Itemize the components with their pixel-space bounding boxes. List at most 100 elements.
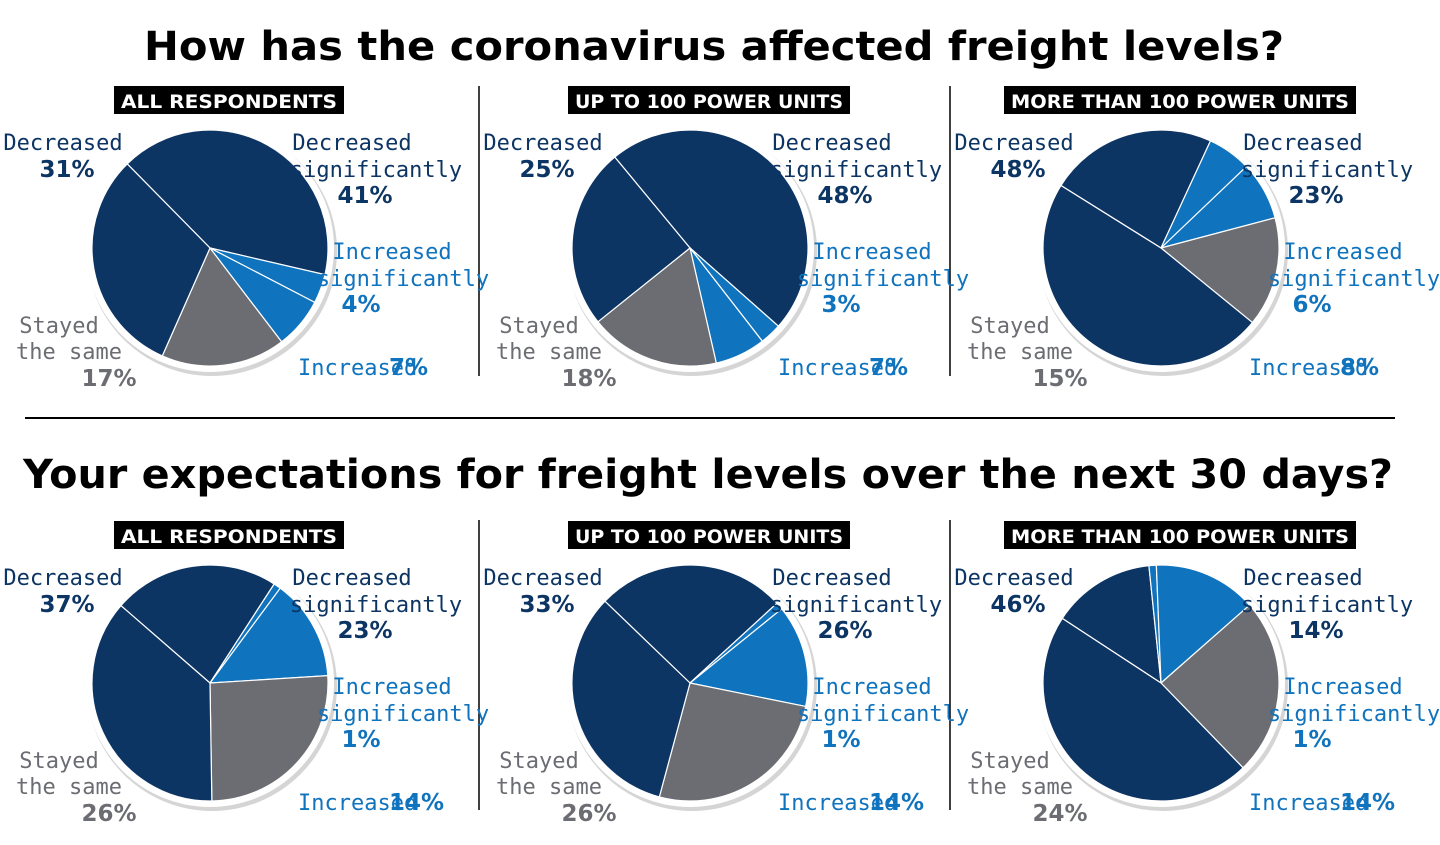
percent-decreased-significantly: 26% — [817, 618, 872, 644]
subtitle-label: ALL RESPONDENTS — [121, 526, 337, 548]
label-decreased-significantly-line2: significantly — [290, 593, 462, 618]
label-increased-significantly: Increased — [1283, 675, 1402, 700]
label-stayed-same-line2: the same — [16, 340, 122, 365]
label-stayed-same-line2: the same — [496, 775, 602, 800]
pie-panel: ALL RESPONDENTSDecreased31%Decreasedsign… — [3, 86, 489, 392]
pie-panel: MORE THAN 100 POWER UNITSDecreased48%Dec… — [954, 86, 1440, 392]
slice-stayed-same — [658, 682, 807, 802]
slice-decreased — [571, 600, 691, 798]
label-decreased-significantly-line2: significantly — [1241, 158, 1413, 183]
label-increased-significantly-line2: significantly — [317, 267, 489, 292]
label-increased-significantly: Increased — [812, 240, 931, 265]
label-decreased: Decreased — [483, 131, 602, 156]
slice-increased — [688, 607, 809, 708]
slice-decreased-significantly — [126, 129, 329, 276]
percent-stayed-same: 26% — [561, 801, 616, 827]
percent-stayed-same: 18% — [561, 366, 616, 392]
label-increased: Increased — [1249, 791, 1368, 816]
subtitle-badge — [114, 521, 344, 549]
percent-increased: 7% — [869, 355, 908, 381]
label-decreased-significantly: Decreased — [1243, 566, 1362, 591]
percent-stayed-same: 24% — [1032, 801, 1087, 827]
slice-stayed-same — [161, 246, 283, 367]
label-decreased-significantly-line2: significantly — [290, 158, 462, 183]
label-decreased-significantly: Decreased — [1243, 131, 1362, 156]
subtitle-label: MORE THAN 100 POWER UNITS — [1011, 526, 1349, 548]
percent-decreased-significantly: 14% — [1288, 618, 1343, 644]
slice-decreased-significantly — [1061, 564, 1162, 685]
label-decreased-significantly: Decreased — [772, 566, 891, 591]
percent-increased-significantly: 1% — [821, 727, 860, 753]
label-decreased-significantly-line2: significantly — [1241, 593, 1413, 618]
label-stayed-same: Stayed — [499, 314, 578, 339]
label-increased: Increased — [1249, 356, 1368, 381]
percent-increased: 8% — [1340, 355, 1379, 381]
subtitle-badge — [568, 86, 850, 114]
slice-stayed-same — [597, 246, 718, 367]
label-decreased: Decreased — [954, 131, 1073, 156]
label-decreased-significantly: Decreased — [772, 131, 891, 156]
label-decreased: Decreased — [3, 566, 122, 591]
label-increased: Increased — [298, 791, 417, 816]
label-increased-significantly: Increased — [1283, 240, 1402, 265]
label-increased-significantly-line2: significantly — [797, 702, 969, 727]
subtitle-badge — [1004, 86, 1356, 114]
slice-decreased — [91, 604, 213, 802]
percent-stayed-same: 15% — [1032, 366, 1087, 392]
label-increased: Increased — [298, 356, 417, 381]
percent-decreased-significantly: 48% — [817, 183, 872, 209]
percent-decreased: 25% — [519, 157, 574, 183]
label-increased-significantly-line2: significantly — [797, 267, 969, 292]
label-stayed-same-line2: the same — [967, 340, 1073, 365]
pie-panel: ALL RESPONDENTSDecreased37%Decreasedsign… — [3, 521, 489, 827]
percent-increased-significantly: 6% — [1292, 292, 1331, 318]
slice-decreased-significantly — [604, 564, 778, 684]
label-decreased-significantly-line2: significantly — [770, 593, 942, 618]
label-stayed-same: Stayed — [970, 749, 1049, 774]
slice-decreased-significantly — [613, 129, 809, 328]
percent-increased: 14% — [1340, 790, 1395, 816]
percent-decreased: 31% — [39, 157, 94, 183]
subtitle-badge — [1004, 521, 1356, 549]
slice-decreased — [571, 156, 691, 323]
percent-increased-significantly: 1% — [341, 727, 380, 753]
subtitle-label: UP TO 100 POWER UNITS — [575, 91, 843, 113]
label-stayed-same: Stayed — [970, 314, 1049, 339]
subtitle-label: UP TO 100 POWER UNITS — [575, 526, 843, 548]
percent-decreased: 46% — [990, 592, 1045, 618]
slice-decreased — [91, 163, 211, 357]
percent-increased: 14% — [869, 790, 924, 816]
percent-increased-significantly: 4% — [341, 292, 380, 318]
label-increased-significantly: Increased — [332, 240, 451, 265]
label-decreased: Decreased — [954, 566, 1073, 591]
percent-stayed-same: 26% — [81, 801, 136, 827]
percent-stayed-same: 17% — [81, 366, 136, 392]
percent-decreased-significantly: 41% — [337, 183, 392, 209]
label-stayed-same: Stayed — [499, 749, 578, 774]
label-stayed-same: Stayed — [19, 314, 98, 339]
slice-decreased-significantly — [120, 564, 276, 684]
label-decreased: Decreased — [3, 131, 122, 156]
percent-decreased: 37% — [39, 592, 94, 618]
slice-decreased-significantly — [1060, 129, 1212, 249]
section-title-coronavirus: How has the coronavirus affected freight… — [144, 24, 1284, 70]
subtitle-label: ALL RESPONDENTS — [121, 91, 337, 113]
label-decreased: Decreased — [483, 566, 602, 591]
subtitle-label: MORE THAN 100 POWER UNITS — [1011, 91, 1349, 113]
slice-stayed-same — [1160, 604, 1280, 769]
slice-stayed-same — [1159, 217, 1280, 324]
label-increased-significantly-line2: significantly — [1268, 702, 1440, 727]
label-increased-significantly-line2: significantly — [317, 702, 489, 727]
slice-decreased — [1042, 617, 1244, 802]
label-increased: Increased — [778, 791, 897, 816]
subtitle-badge — [114, 86, 344, 114]
percent-decreased-significantly: 23% — [1288, 183, 1343, 209]
label-increased-significantly: Increased — [812, 675, 931, 700]
label-stayed-same-line2: the same — [16, 775, 122, 800]
subtitle-badge — [568, 521, 850, 549]
slice-increased — [208, 587, 329, 684]
percent-decreased: 33% — [519, 592, 574, 618]
label-stayed-same-line2: the same — [967, 775, 1073, 800]
percent-decreased-significantly: 23% — [337, 618, 392, 644]
percent-decreased: 48% — [990, 157, 1045, 183]
